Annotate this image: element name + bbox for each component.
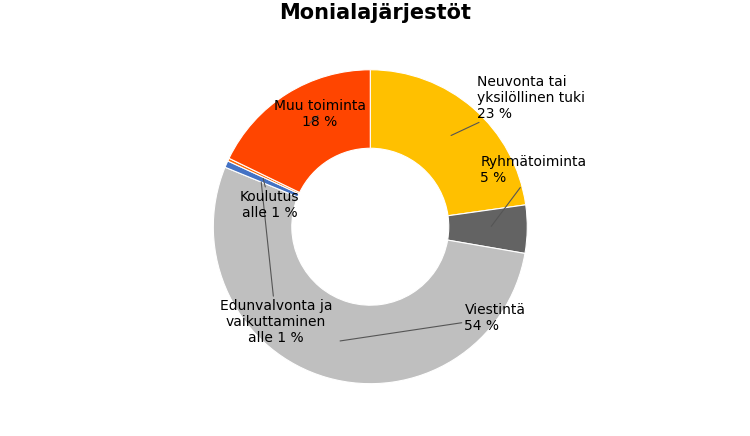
Text: Viestintä
54 %: Viestintä 54 % (340, 303, 526, 341)
Title: Monialajärjestöt: Monialajärjestöt (279, 3, 471, 24)
Wedge shape (225, 161, 299, 197)
Text: Koulutus
alle 1 %: Koulutus alle 1 % (240, 178, 299, 220)
Wedge shape (229, 70, 370, 193)
Text: Edunvalvonta ja
vaikuttaminen
alle 1 %: Edunvalvonta ja vaikuttaminen alle 1 % (220, 182, 332, 345)
Wedge shape (448, 205, 527, 253)
Wedge shape (213, 167, 525, 384)
Wedge shape (228, 158, 300, 194)
Text: Ryhmätoiminta
5 %: Ryhmätoiminta 5 % (480, 155, 586, 226)
Wedge shape (370, 70, 526, 216)
Text: Muu toiminta
18 %: Muu toiminta 18 % (274, 99, 366, 129)
Text: Neuvonta tai
yksilöllinen tuki
23 %: Neuvonta tai yksilöllinen tuki 23 % (451, 75, 585, 136)
